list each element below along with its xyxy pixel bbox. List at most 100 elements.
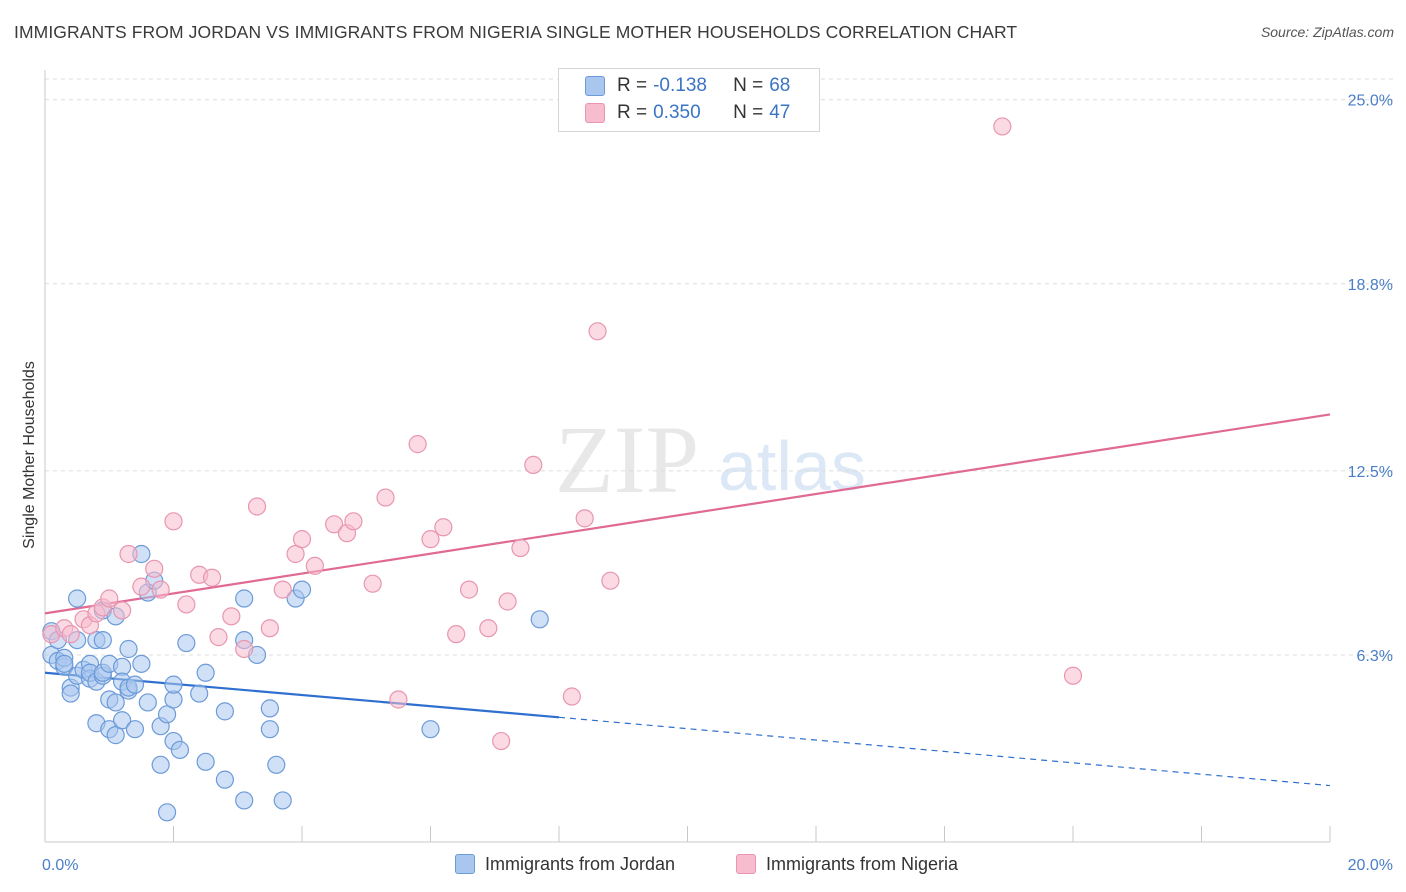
jordan-point bbox=[119, 639, 138, 659]
jordan-point bbox=[177, 633, 196, 653]
data-points bbox=[42, 117, 1083, 822]
nigeria-legend-swatch bbox=[736, 854, 756, 874]
nigeria-point bbox=[421, 530, 440, 549]
nigeria-point bbox=[575, 509, 594, 528]
nigeria-point bbox=[209, 628, 228, 647]
jordan-point bbox=[164, 675, 183, 694]
nigeria-trend-line bbox=[44, 413, 1331, 615]
nigeria-point bbox=[408, 435, 427, 454]
jordan-point bbox=[235, 589, 254, 608]
jordan-point bbox=[112, 711, 132, 730]
nigeria-point bbox=[389, 690, 408, 709]
y-tick-label: 6.3% bbox=[1357, 648, 1393, 665]
jordan-point bbox=[235, 791, 254, 810]
nigeria-point bbox=[376, 488, 395, 507]
jordan-point bbox=[170, 740, 190, 760]
nigeria-point bbox=[273, 580, 292, 599]
nigeria-point bbox=[562, 687, 581, 706]
nigeria-point bbox=[292, 530, 312, 549]
jordan-point bbox=[55, 654, 74, 673]
watermark-atlas: atlas bbox=[718, 427, 866, 505]
jordan-point bbox=[421, 720, 440, 739]
y-tick-label: 12.5% bbox=[1348, 464, 1393, 481]
x-tick-label: 0.0% bbox=[42, 857, 78, 874]
jordan-legend-label: Immigrants from Jordan bbox=[485, 853, 676, 874]
jordan-point bbox=[151, 755, 170, 774]
n-label: N = bbox=[733, 102, 764, 123]
jordan-point bbox=[106, 693, 125, 712]
nigeria-point bbox=[459, 580, 479, 599]
nigeria-point bbox=[235, 639, 254, 659]
y-tick-labels: 6.3% 12.5% 18.8% 25.0% bbox=[1348, 93, 1393, 665]
nigeria-point bbox=[492, 731, 511, 751]
jordan-point bbox=[125, 720, 145, 739]
nigeria-point bbox=[100, 589, 119, 608]
jordan-swatch bbox=[585, 76, 605, 96]
nigeria-swatch bbox=[585, 103, 605, 123]
nigeria-point bbox=[260, 619, 279, 638]
jordan-point bbox=[68, 589, 87, 608]
jordan-point bbox=[138, 693, 157, 712]
nigeria-point bbox=[511, 538, 530, 558]
nigeria-point bbox=[247, 497, 267, 516]
jordan-point bbox=[260, 699, 279, 718]
legend-row-jordan: R = -0.138 N = 68 bbox=[585, 73, 790, 99]
nigeria-point bbox=[202, 568, 222, 587]
nigeria-point bbox=[305, 556, 324, 575]
jordan-point bbox=[215, 770, 234, 789]
watermark: ZIP atlas bbox=[555, 406, 866, 513]
nigeria-n-value: 47 bbox=[769, 102, 791, 123]
jordan-point bbox=[215, 702, 234, 721]
source-label: Source: ZipAtlas.com bbox=[1260, 24, 1394, 40]
grid-lines bbox=[45, 78, 1395, 656]
jordan-point bbox=[93, 630, 112, 650]
jordan-legend-swatch bbox=[455, 854, 475, 874]
nigeria-point bbox=[325, 515, 344, 534]
r-label: R = bbox=[617, 102, 648, 123]
y-tick-label: 18.8% bbox=[1348, 277, 1393, 294]
nigeria-point bbox=[61, 625, 80, 644]
jordan-point bbox=[125, 675, 145, 694]
jordan-point bbox=[260, 720, 279, 739]
nigeria-point bbox=[479, 619, 498, 638]
jordan-point bbox=[61, 684, 80, 703]
jordan-point bbox=[196, 752, 215, 771]
nigeria-point bbox=[164, 512, 183, 531]
r-label: R = bbox=[617, 75, 648, 96]
nigeria-point bbox=[132, 577, 151, 596]
jordan-point bbox=[196, 663, 215, 682]
nigeria-legend-label: Immigrants from Nigeria bbox=[766, 853, 959, 874]
jordan-n-value: 68 bbox=[769, 75, 791, 96]
nigeria-point bbox=[222, 607, 241, 626]
x-tick-label: 20.0% bbox=[1348, 857, 1393, 874]
nigeria-point bbox=[112, 601, 132, 620]
nigeria-point bbox=[524, 455, 543, 475]
jordan-r-value: -0.138 bbox=[653, 75, 707, 96]
nigeria-point bbox=[601, 571, 620, 590]
jordan-point bbox=[267, 755, 286, 774]
correlation-legend: R = -0.138 N = 68 R = 0.350 N = 47 bbox=[558, 68, 820, 132]
axes bbox=[44, 70, 1331, 843]
jordan-point bbox=[132, 654, 151, 673]
nigeria-point bbox=[993, 117, 1012, 136]
watermark-zip: ZIP bbox=[555, 406, 699, 513]
nigeria-point bbox=[177, 595, 196, 614]
jordan-point bbox=[292, 580, 312, 599]
nigeria-point bbox=[151, 580, 170, 599]
y-axis-label: Single Mother Households bbox=[21, 361, 38, 549]
nigeria-point bbox=[363, 574, 382, 593]
jordan-point bbox=[157, 803, 177, 822]
nigeria-point bbox=[447, 625, 466, 644]
nigeria-point bbox=[434, 518, 453, 537]
bottom-legend-jordan: Immigrants from Jordan bbox=[455, 852, 675, 876]
jordan-point bbox=[190, 684, 209, 703]
nigeria-point bbox=[344, 512, 363, 531]
nigeria-point bbox=[119, 544, 138, 564]
nigeria-r-value: 0.350 bbox=[653, 102, 701, 123]
nigeria-point bbox=[1063, 666, 1083, 685]
legend-row-nigeria: R = 0.350 N = 47 bbox=[585, 100, 790, 126]
chart-title: IMMIGRANTS FROM JORDAN VS IMMIGRANTS FRO… bbox=[14, 22, 1018, 42]
x-tick-labels: 0.0% 20.0% bbox=[42, 857, 1393, 874]
jordan-point bbox=[273, 791, 292, 810]
